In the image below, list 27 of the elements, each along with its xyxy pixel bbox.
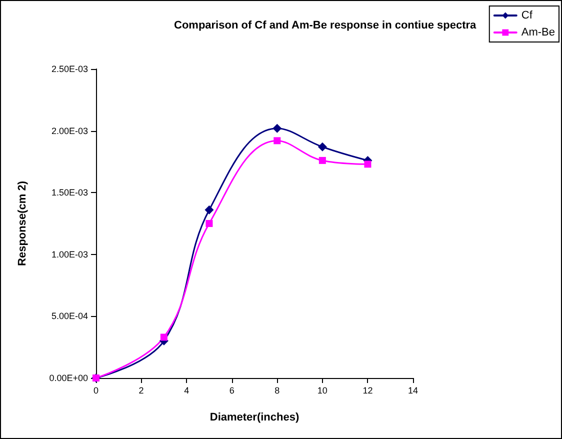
- y-tick-label: 0.00E+00: [49, 373, 88, 383]
- x-tick-label: 4: [184, 386, 190, 396]
- point: [318, 142, 327, 152]
- point: [364, 160, 372, 168]
- point: [206, 220, 213, 227]
- point: [318, 156, 326, 164]
- point: [204, 205, 214, 214]
- chart-title: Comparison of Cf and Am-Be response in contiue spectra: [174, 20, 478, 32]
- point: [272, 124, 282, 133]
- y-tick-label: 1.50E-03: [51, 188, 88, 198]
- x-tick-label: 2: [138, 386, 144, 396]
- x-tick-label: 6: [229, 386, 234, 396]
- x-axis-title: Diameter(inches): [210, 412, 300, 424]
- legend-label: Am-Be: [521, 26, 556, 38]
- y-tick-label: 1.00E-03: [51, 249, 88, 260]
- x-tick-label: 14: [408, 386, 418, 396]
- point: [274, 137, 281, 144]
- point: [160, 334, 168, 341]
- legend-label: Cf: [521, 10, 534, 22]
- x-tick-label: 0: [93, 386, 99, 396]
- y-tick-label: 5.00E-04: [51, 311, 88, 322]
- y-tick-label: 2.00E-03: [51, 126, 88, 136]
- x-tick-label: 10: [317, 386, 328, 396]
- x-tick-label: 12: [362, 386, 373, 396]
- y-tick-label: 2.50E-03: [51, 64, 88, 74]
- x-tick-label: 8: [274, 386, 280, 396]
- y-axis-title: Response(cm 2): [16, 180, 28, 266]
